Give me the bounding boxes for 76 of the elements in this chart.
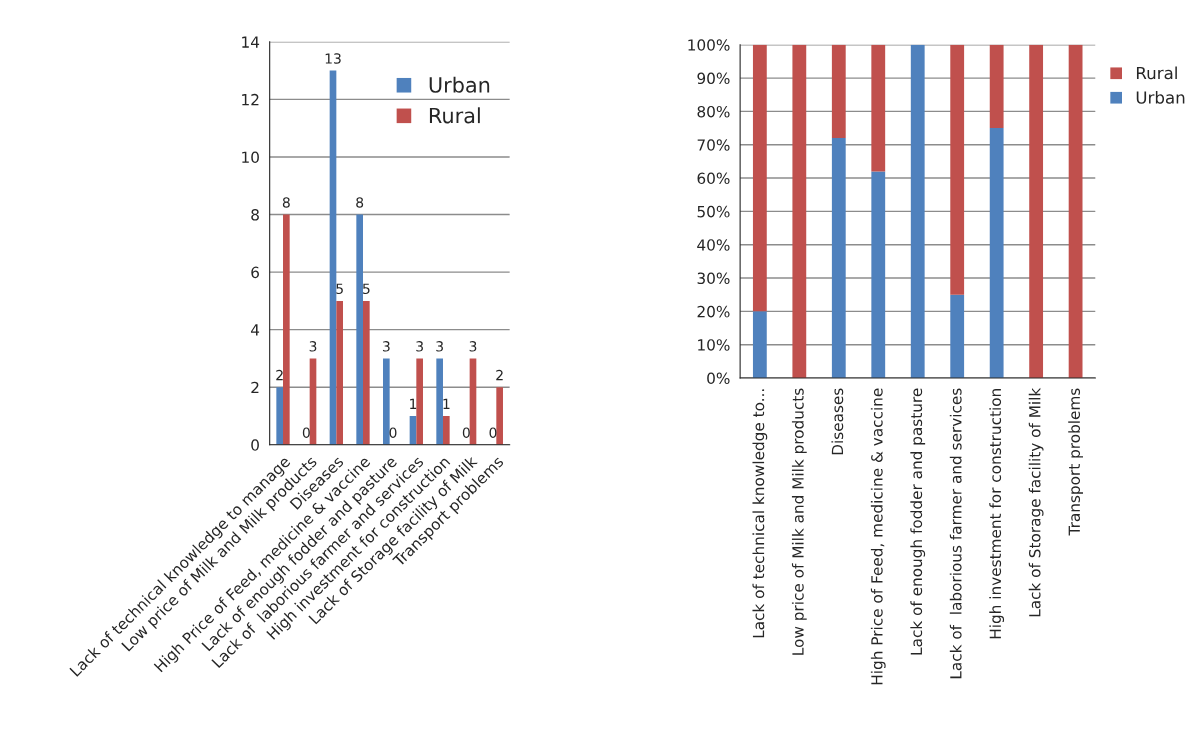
legend-label: Urban	[1136, 90, 1185, 104]
bar	[496, 387, 503, 445]
legend-label: Rural	[429, 107, 480, 124]
bar	[989, 44, 1004, 129]
data-label: 3	[469, 341, 477, 352]
y-tick-label: 100%	[688, 39, 730, 51]
x-tick-label: Transport problems	[1068, 388, 1083, 536]
bar	[950, 294, 965, 379]
y-tick-label: 8	[251, 209, 259, 221]
x-tick-label: Diseases	[831, 388, 844, 455]
y-tick-label: 10%	[698, 339, 730, 351]
bar	[436, 358, 443, 445]
bar	[871, 171, 886, 379]
bar	[752, 44, 767, 312]
x-tick-label: Lack of Storage facility of Milk	[1028, 387, 1044, 617]
y-tick-label: 30%	[697, 272, 730, 285]
data-label: 0	[462, 427, 470, 438]
data-label: 5	[362, 283, 370, 295]
x-tick-label: High Price of Feed, medicine & vaccine	[870, 388, 886, 685]
bar	[1068, 44, 1083, 379]
y-tick-label: 60%	[697, 172, 730, 185]
bar	[831, 44, 846, 139]
y-tick-label: 90%	[697, 72, 730, 85]
y-tick-label: 4	[250, 324, 260, 336]
y-tick-label: 0	[251, 439, 259, 451]
bar	[831, 138, 846, 379]
bar	[383, 358, 390, 445]
y-tick-label: 10	[242, 151, 259, 163]
bar	[329, 70, 337, 445]
bar	[336, 300, 343, 445]
bar	[792, 44, 807, 379]
data-label: 0	[389, 427, 397, 438]
bar	[309, 358, 317, 445]
y-tick-label: 0%	[707, 372, 730, 385]
data-label: 8	[282, 197, 290, 208]
data-label: 2	[496, 369, 503, 381]
data-label: 1	[410, 398, 417, 409]
y-tick-label: 12	[242, 93, 259, 106]
bar	[950, 44, 965, 295]
data-label: 2	[276, 369, 283, 381]
x-tick-label: Low price of Milk and Milk products	[791, 388, 807, 655]
bar	[752, 311, 767, 379]
y-tick-label: 40%	[697, 239, 730, 251]
x-tick-label: Lack of enough fodder and pasture	[910, 388, 926, 655]
bar	[871, 44, 886, 172]
bar	[989, 128, 1004, 379]
bar	[442, 416, 450, 445]
data-label: 5	[336, 283, 343, 295]
y-tick-label: 20%	[697, 305, 730, 318]
bar	[363, 300, 370, 445]
y-tick-label: 80%	[697, 105, 730, 118]
data-label: 3	[382, 341, 390, 352]
bar	[469, 358, 477, 445]
data-label: 3	[416, 341, 423, 352]
x-tick-label: Lack of technical knowledge to...	[752, 389, 768, 638]
bar	[276, 387, 284, 445]
bar	[416, 358, 423, 445]
y-tick-label: 70%	[697, 139, 730, 151]
x-tick-label: Lack of laborious farmer and services	[949, 388, 962, 679]
data-label: 3	[309, 341, 317, 352]
legend-label: Urban	[429, 76, 490, 93]
x-tick-label: High investment for construction	[989, 389, 1005, 639]
y-tick-label: 6	[251, 266, 259, 279]
data-label: 3	[436, 341, 443, 352]
data-label: 0	[302, 427, 310, 438]
y-tick-label: 50%	[697, 205, 730, 218]
data-label: 8	[356, 197, 364, 208]
bar	[910, 44, 925, 379]
y-tick-label: 2	[251, 381, 259, 394]
bar	[283, 214, 290, 445]
data-label: 13	[325, 53, 341, 64]
y-tick-label: 14	[242, 36, 260, 48]
bar	[1029, 44, 1044, 379]
data-label: 1	[443, 398, 450, 409]
bar	[356, 214, 363, 445]
legend-label: Rural	[1136, 66, 1177, 80]
